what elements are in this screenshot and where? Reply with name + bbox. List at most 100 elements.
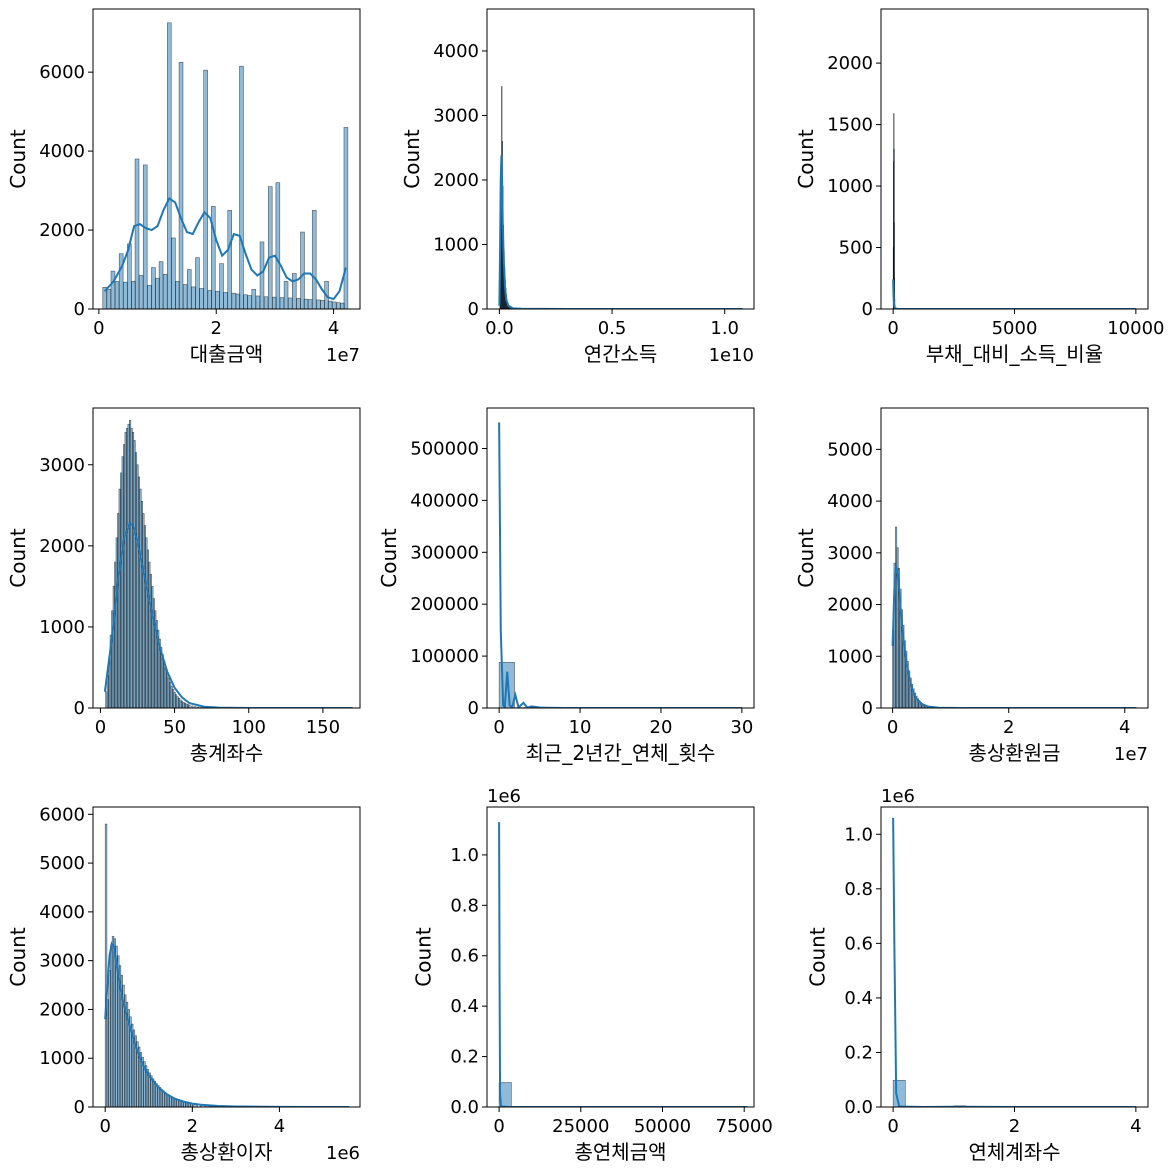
histogram-bar (104, 823, 108, 1107)
histogram-bar (182, 284, 188, 309)
y-tick-label: 2000 (39, 999, 85, 1020)
y-tick-label: 4000 (827, 491, 873, 512)
y-tick-label: 5000 (39, 853, 85, 874)
y-tick-label: 4000 (433, 41, 479, 62)
subplot-3: 0 5000 10000 0 500 1000 1500 2000 부채_대비_소득_비율 Cou… (794, 8, 1164, 366)
y-tick-label: 6000 (39, 804, 85, 825)
x-tick-label: 4 (1130, 1116, 1141, 1137)
x-tick-label: 0 (493, 1116, 504, 1137)
y-tick-label: 0.4 (844, 988, 873, 1009)
kde-line (498, 155, 743, 309)
x-tick-label: 0 (887, 1116, 898, 1137)
y-tick-label: 0.8 (844, 879, 873, 900)
y-tick-label: 1500 (827, 115, 873, 136)
histogram-bar (893, 222, 895, 309)
x-tick-label: 100 (232, 717, 266, 738)
y-tick-label: 0 (862, 299, 873, 320)
x-tick-label: 2 (1009, 1116, 1020, 1137)
y-tick-label: 400000 (410, 490, 479, 511)
y-tick-label: 3000 (39, 455, 85, 476)
y-tick-label: 0.4 (450, 996, 479, 1017)
x-tick-label: 0 (99, 1116, 110, 1137)
x-tick-label: 0.0 (485, 318, 514, 339)
plot-frame (92, 407, 361, 709)
histogram-bar (203, 69, 208, 309)
histogram-bar (147, 285, 152, 309)
y-tick-label: 300000 (410, 542, 479, 563)
subplot-2: 0.0 0.5 1.0 0 1000 2000 3000 4000 연간소득 Count 1e10 (400, 8, 755, 366)
y-axis-label: Count (6, 528, 30, 588)
histogram-bar (219, 263, 224, 309)
y-tick-label: 2000 (827, 53, 873, 74)
y-tick-label: 0.0 (844, 1097, 873, 1118)
x-offset-label: 1e10 (709, 345, 754, 366)
histogram-bar (215, 290, 220, 309)
x-tick-label: 150 (306, 717, 340, 738)
y-offset-label: 1e6 (487, 786, 521, 807)
histogram-bar (138, 275, 144, 309)
kde-line (892, 279, 1136, 309)
y-offset-label: 1e6 (881, 786, 915, 807)
x-tick-label: 4 (328, 318, 339, 339)
y-tick-label: 500 (839, 238, 873, 259)
histogram-bar (311, 210, 317, 309)
x-tick-label: 1.0 (710, 318, 739, 339)
kde-line (498, 422, 742, 708)
x-tick-label: 50 (163, 717, 186, 738)
y-tick-label: 3000 (827, 543, 873, 564)
y-axis-label: Count (6, 927, 30, 987)
y-tick-label: 0 (468, 299, 479, 320)
x-tick-label: 75000 (716, 1116, 773, 1137)
histogram-bars (892, 526, 941, 708)
x-tick-label: 50000 (634, 1116, 691, 1137)
y-tick-label: 2000 (433, 170, 479, 191)
histogram-bar (320, 300, 325, 309)
histogram-bar (327, 300, 333, 309)
histogram-bars (104, 823, 281, 1107)
subplot-1: 0 2 4 0 2000 4000 6000 대출금액 Count 1e7 (6, 8, 361, 366)
y-tick-label: 2000 (827, 595, 873, 616)
histogram-bar (199, 288, 204, 309)
y-tick-label: 0 (74, 698, 85, 719)
histogram-bar (223, 292, 228, 309)
x-tick-label: 4 (1119, 717, 1130, 738)
y-axis-label: Count (377, 528, 401, 588)
x-tick-label: 2 (1003, 717, 1014, 738)
histogram-bar (275, 182, 281, 309)
x-tick-label: 0.5 (598, 318, 627, 339)
histogram-bar (211, 206, 216, 309)
histogram-bars (498, 662, 577, 708)
x-tick-label: 0 (887, 717, 898, 738)
histogram-bar (300, 231, 305, 309)
histogram-bar (343, 127, 349, 309)
subplot-4: 0 50 100 150 0 1000 2000 3000 총계좌수 Count (6, 407, 361, 765)
y-tick-label: 3000 (39, 951, 85, 972)
x-tick-label: 4 (274, 1116, 285, 1137)
histogram-bar (114, 281, 120, 309)
x-tick-label: 2 (211, 318, 222, 339)
histogram-bar (151, 267, 156, 309)
plot-frame (486, 8, 755, 310)
histogram-bar (142, 164, 148, 309)
histogram-bar (303, 298, 309, 309)
y-tick-label: 2000 (39, 220, 85, 241)
y-axis-label: Count (400, 129, 424, 189)
kde-line (104, 941, 350, 1107)
y-axis-label: Count (412, 927, 436, 987)
subplot-6: 0 2 4 0 1000 2000 3000 4000 5000 총상환원금 Count 1e7 (794, 407, 1149, 765)
x-tick-label: 0 (95, 717, 106, 738)
y-axis-label: Count (806, 927, 830, 987)
x-offset-label: 1e7 (326, 345, 360, 366)
y-tick-label: 0.0 (450, 1097, 479, 1118)
histogram-bar (307, 299, 313, 309)
x-tick-label: 10 (569, 717, 592, 738)
x-axis-label: 총연체금액 (575, 1140, 667, 1164)
histogram-bar (247, 295, 252, 309)
x-offset-label: 1e7 (1114, 744, 1148, 765)
x-axis-label: 총상환이자 (181, 1140, 273, 1164)
histogram-bar (243, 294, 248, 309)
y-tick-label: 200000 (410, 594, 479, 615)
subplot-5: 0 10 20 30 0 100000 200000 300000 400000 500000 최근… (377, 407, 755, 765)
histogram-bar (127, 243, 132, 309)
